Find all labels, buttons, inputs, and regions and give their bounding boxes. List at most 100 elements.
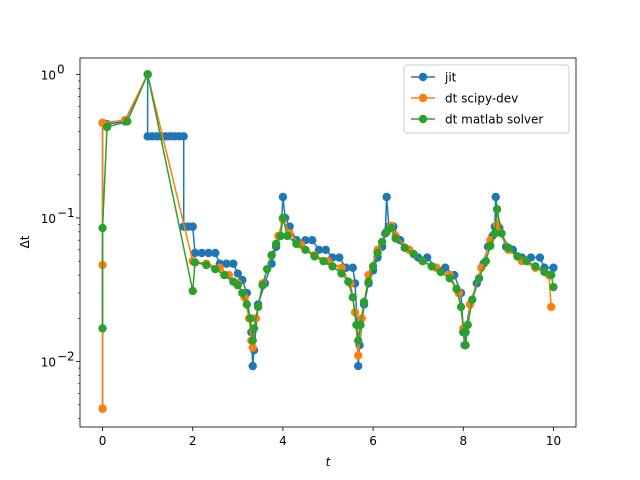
data-point: [229, 259, 238, 268]
data-point: [549, 282, 558, 292]
data-point: [248, 336, 257, 345]
data-point: [222, 259, 231, 268]
data-point: [211, 248, 220, 258]
data-point: [328, 262, 337, 271]
series-layer: [98, 70, 558, 413]
legend: jit dt scipy-dev dt matlab solver: [403, 64, 570, 134]
data-point: [321, 245, 330, 254]
data-point: [248, 343, 257, 352]
x-axis-label: t: [326, 455, 332, 469]
x-tick-label: 0: [99, 434, 107, 448]
data-point: [335, 253, 344, 262]
data-point: [540, 267, 549, 277]
data-point: [233, 269, 243, 278]
data-point: [310, 252, 319, 261]
x-tick-label: 10: [546, 434, 561, 448]
legend-item: dt matlab solver: [411, 113, 543, 127]
data-point: [238, 288, 247, 298]
data-point: [348, 293, 357, 302]
data-point: [204, 248, 213, 258]
data-point: [197, 248, 206, 258]
x-tick-label: 6: [369, 434, 377, 448]
legend-label: jit: [444, 71, 457, 85]
x-tick-label: 2: [189, 434, 197, 448]
data-point: [348, 263, 357, 272]
data-point: [492, 205, 502, 214]
data-point: [354, 336, 363, 345]
data-point: [400, 243, 409, 252]
data-point: [271, 239, 281, 249]
data-point: [513, 252, 522, 261]
legend-marker: [418, 72, 428, 82]
y-tick-exponent: −1: [57, 206, 75, 220]
data-point: [301, 245, 310, 254]
data-point: [267, 251, 276, 260]
data-point: [459, 328, 469, 337]
y-axis-label: Δt: [18, 235, 32, 248]
data-point: [386, 223, 396, 233]
data-point: [461, 340, 470, 350]
y-tick-exponent: −2: [57, 350, 75, 364]
data-point: [233, 281, 243, 290]
y-tick-label: 10: [41, 212, 56, 226]
data-point: [436, 267, 445, 277]
data-point: [337, 263, 346, 272]
data-point: [354, 351, 363, 360]
data-point: [143, 70, 152, 79]
data-point: [491, 192, 500, 202]
x-tick-label: 4: [279, 434, 287, 448]
data-point: [292, 239, 301, 249]
data-point: [359, 297, 369, 307]
legend-item: dt scipy-dev: [411, 92, 518, 106]
data-point: [391, 234, 400, 243]
data-point: [382, 192, 391, 202]
data-point: [98, 324, 107, 333]
series-2: [98, 70, 558, 350]
data-point: [262, 264, 272, 274]
data-point: [522, 256, 531, 266]
legend-item: jit: [411, 71, 457, 85]
y-tick-label: 10: [41, 356, 56, 370]
data-point: [276, 231, 285, 241]
legend-label: dt matlab solver: [445, 113, 543, 127]
data-point: [249, 324, 259, 333]
data-point: [248, 361, 257, 371]
data-point: [253, 302, 263, 312]
data-point: [344, 277, 353, 286]
data-point: [418, 256, 427, 266]
legend-label: dt scipy-dev: [445, 92, 518, 106]
data-point: [98, 404, 107, 413]
data-point: [179, 132, 188, 141]
data-point: [409, 249, 418, 259]
data-point: [278, 192, 288, 202]
data-point: [356, 320, 365, 330]
data-point: [497, 229, 506, 238]
x-tick-label: 8: [459, 434, 467, 448]
data-point: [190, 258, 200, 267]
data-point: [211, 264, 220, 274]
data-point: [377, 237, 387, 247]
data-point: [547, 270, 556, 280]
data-point: [456, 302, 466, 312]
data-point: [98, 223, 107, 233]
data-point: [481, 256, 491, 266]
data-point: [547, 302, 556, 312]
legend-marker: [418, 114, 428, 124]
data-point: [246, 314, 255, 323]
data-point: [278, 213, 288, 223]
data-point: [188, 222, 197, 231]
legend-marker: [418, 93, 428, 103]
data-point: [123, 117, 132, 126]
data-point: [220, 270, 229, 280]
data-point: [468, 295, 477, 304]
data-point: [258, 281, 267, 290]
data-point: [427, 262, 436, 271]
data-point: [504, 243, 513, 252]
data-point: [364, 277, 373, 286]
legend-frame: [403, 64, 570, 134]
y-tick-label: 10: [41, 68, 56, 82]
data-point: [445, 274, 454, 283]
data-point: [337, 269, 346, 278]
data-point: [474, 274, 484, 283]
